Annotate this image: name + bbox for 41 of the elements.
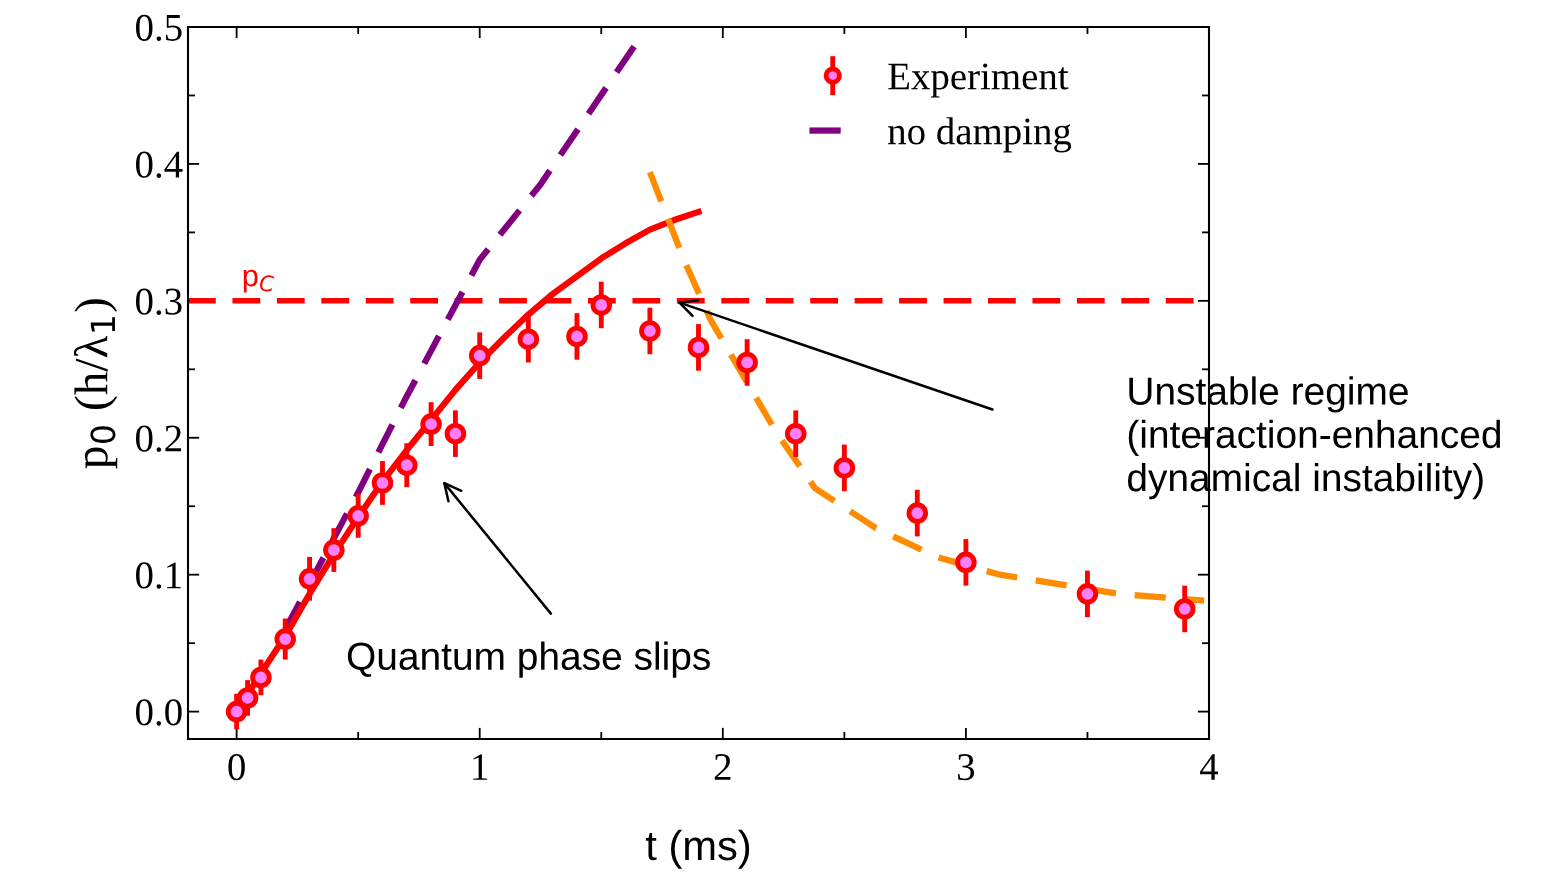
point (225, 700, 248, 723)
point (639, 320, 661, 342)
point (298, 568, 321, 590)
point (236, 687, 259, 709)
point (566, 325, 588, 348)
x-tick-label: 4 (1200, 754, 1219, 780)
point (955, 551, 977, 574)
y-tick-label: 0.2 (136, 425, 181, 452)
y-tick-label: 0.4 (136, 151, 183, 178)
point (1076, 583, 1099, 605)
legend-label: no damping (888, 117, 1072, 153)
point (250, 666, 272, 689)
x-tick-label: 1 (473, 754, 488, 780)
point (396, 454, 418, 476)
y-tick-label: 0.0 (136, 699, 182, 726)
point (517, 328, 540, 350)
legend-label: Experiment (888, 63, 1069, 98)
x-axis-title: t (ms) (645, 829, 750, 869)
y-tick-label: 0.3 (136, 288, 182, 315)
point (347, 505, 369, 527)
point (736, 351, 758, 374)
point (274, 628, 296, 650)
annotation: Quantum phase slips (347, 641, 710, 678)
point (906, 502, 929, 524)
y-tick-label: 0.1 (136, 562, 181, 589)
y-axis-title: p$_{0}$ (h/λ$_{1}$) (73, 299, 118, 469)
y-tick-label: 0.5 (136, 14, 182, 42)
point (420, 413, 442, 435)
x-tick-label: 2 (714, 754, 731, 780)
point (444, 422, 467, 445)
point (323, 539, 345, 561)
point (590, 294, 613, 316)
point (1173, 598, 1196, 620)
point (371, 472, 394, 494)
x-tick-label: 3 (958, 754, 975, 781)
ref-line-label: p$_{C}$ (243, 269, 274, 293)
point (468, 344, 491, 367)
point (687, 336, 710, 359)
point (784, 422, 807, 445)
x-tick-label: 0 (228, 754, 245, 781)
point (833, 457, 856, 479)
